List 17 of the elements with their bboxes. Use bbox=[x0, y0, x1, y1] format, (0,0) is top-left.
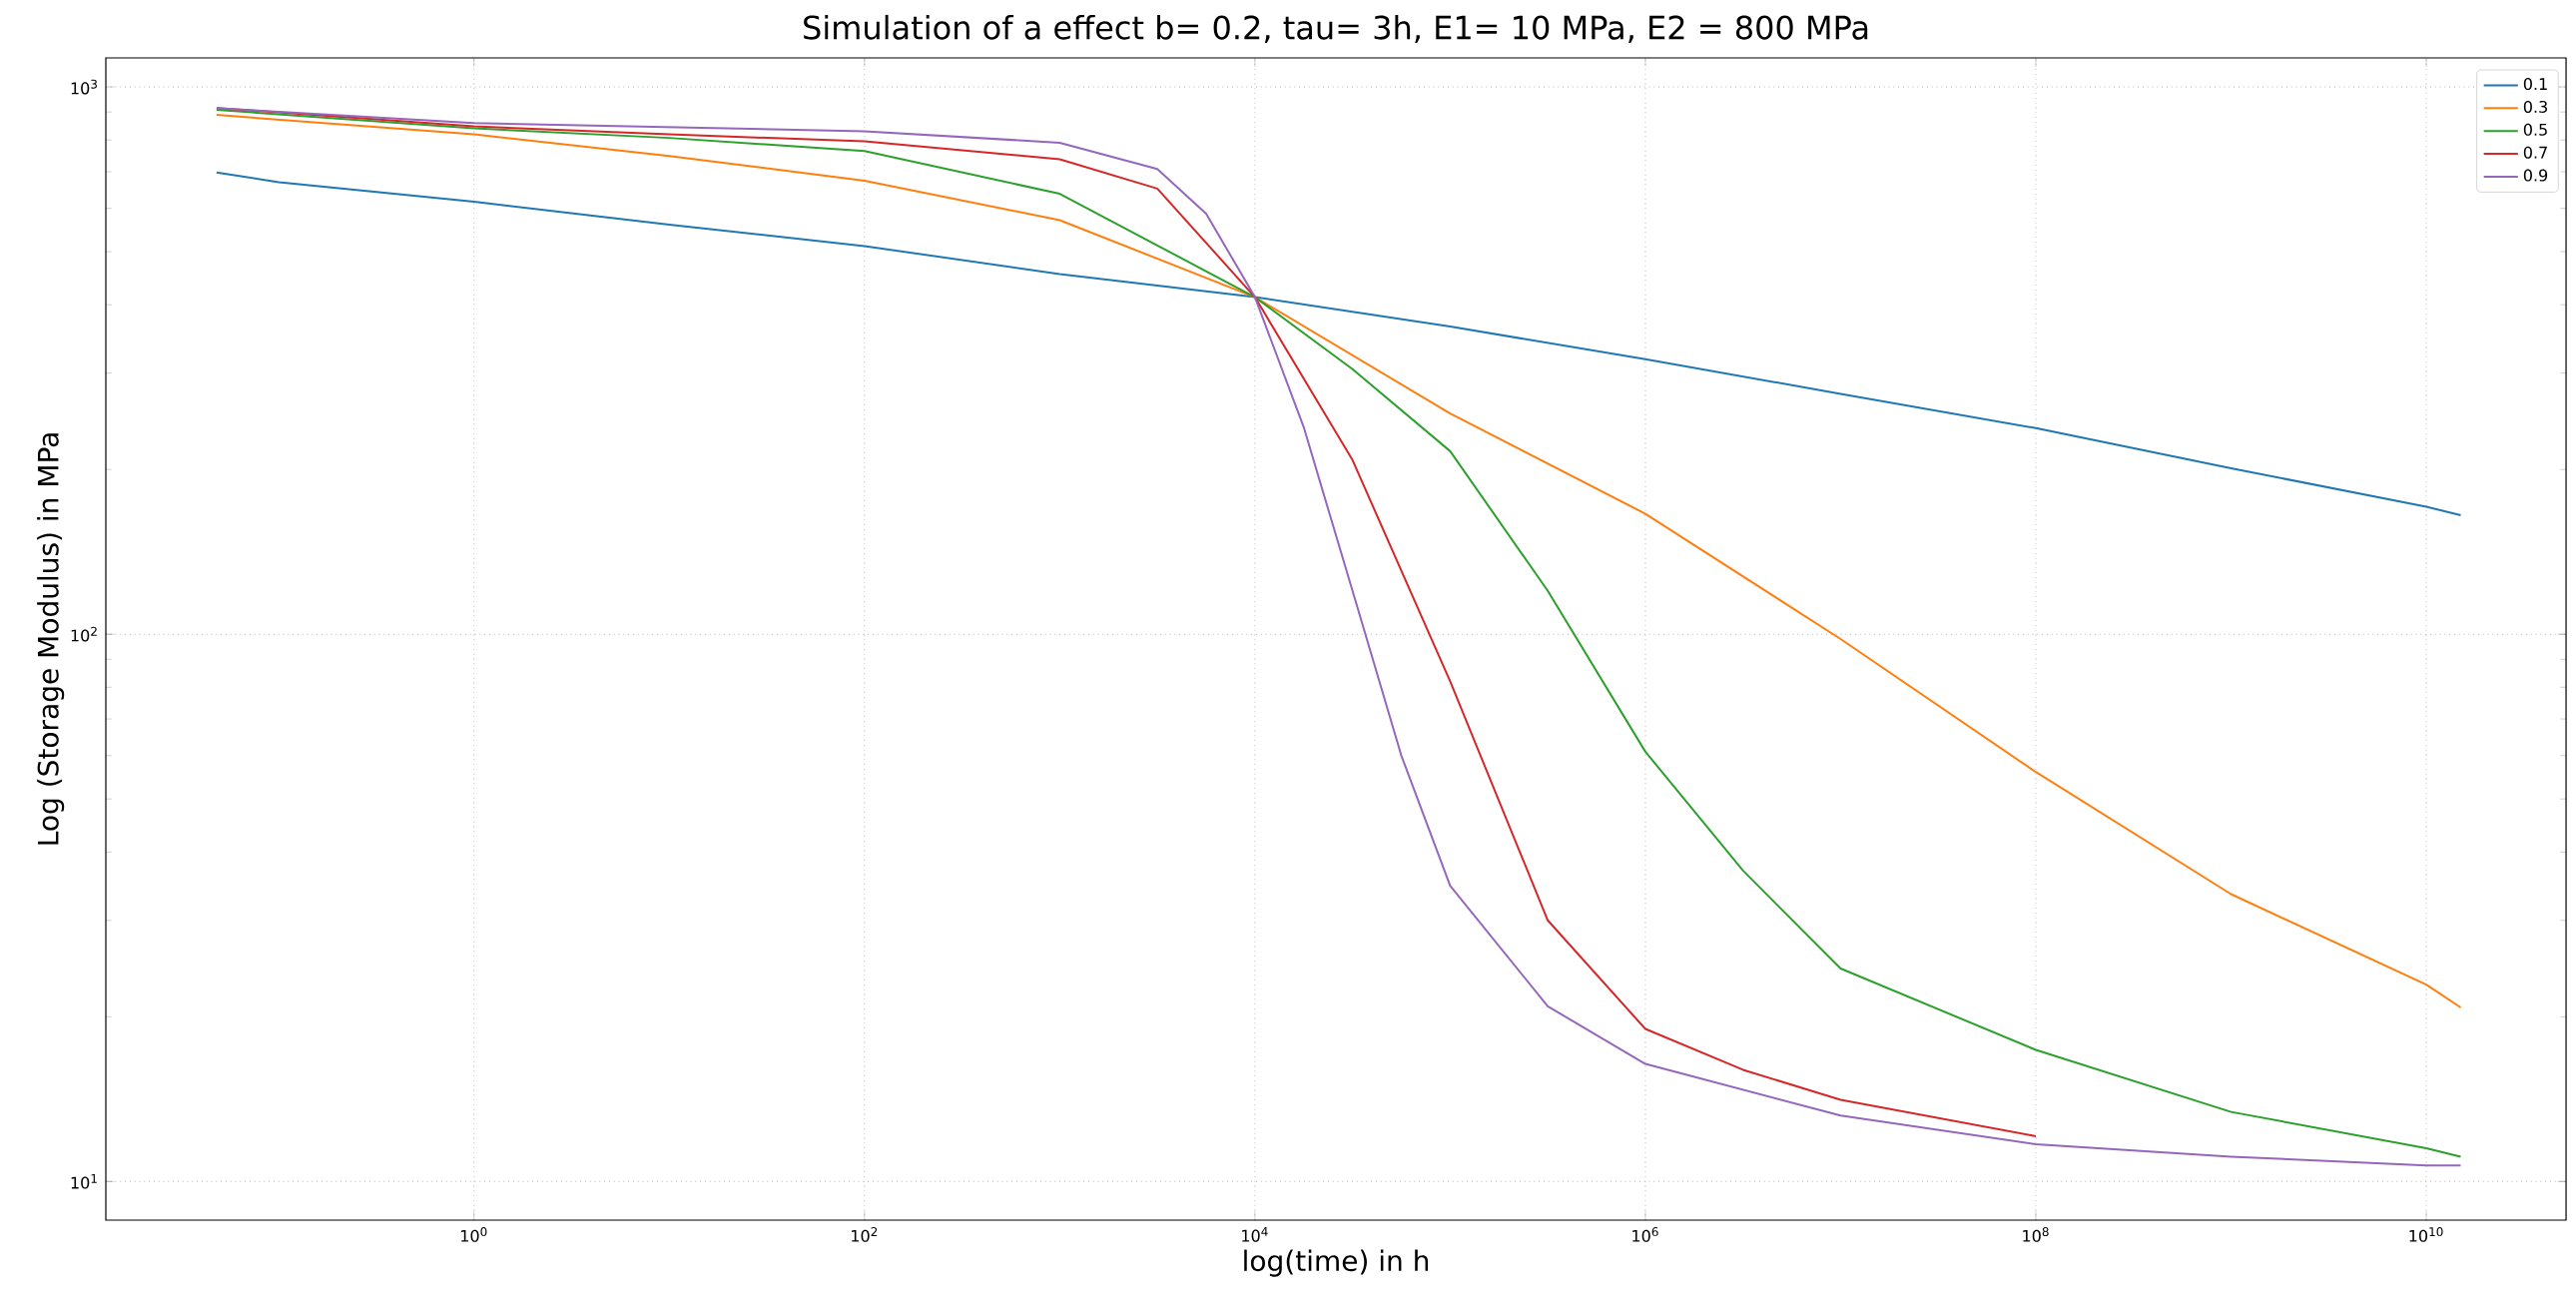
x-tick-label: 10$^{0}$ bbox=[461, 1227, 487, 1242]
legend-label: 0.5 bbox=[2523, 123, 2547, 136]
legend-label: 0.3 bbox=[2523, 100, 2547, 113]
x-axis-title: log(time) in h bbox=[1244, 1249, 1429, 1277]
x-tick-label: 10$^{8}$ bbox=[2023, 1227, 2049, 1242]
y-tick-label: 10$^{3}$ bbox=[71, 79, 97, 95]
y-tick-label: 10$^{1}$ bbox=[71, 1173, 97, 1189]
x-tick-label: 10$^{10}$ bbox=[2409, 1227, 2443, 1242]
legend-label: 0.7 bbox=[2523, 146, 2547, 159]
x-tick-label: 10$^{6}$ bbox=[1632, 1227, 1658, 1242]
x-tick-label: 10$^{2}$ bbox=[852, 1227, 878, 1242]
chart-title: Simulation of a effect b= 0.2, tau= 3h, E1= 10 MPa, E2 = 800 MPa bbox=[804, 14, 1868, 43]
x-tick-label: 10$^{4}$ bbox=[1242, 1227, 1268, 1242]
y-axis-title: Log (Storage Modulus) in MPa bbox=[37, 433, 65, 845]
y-tick-label: 10$^{2}$ bbox=[71, 626, 97, 642]
legend-label: 0.1 bbox=[2523, 78, 2547, 91]
legend-label: 0.9 bbox=[2523, 169, 2548, 182]
